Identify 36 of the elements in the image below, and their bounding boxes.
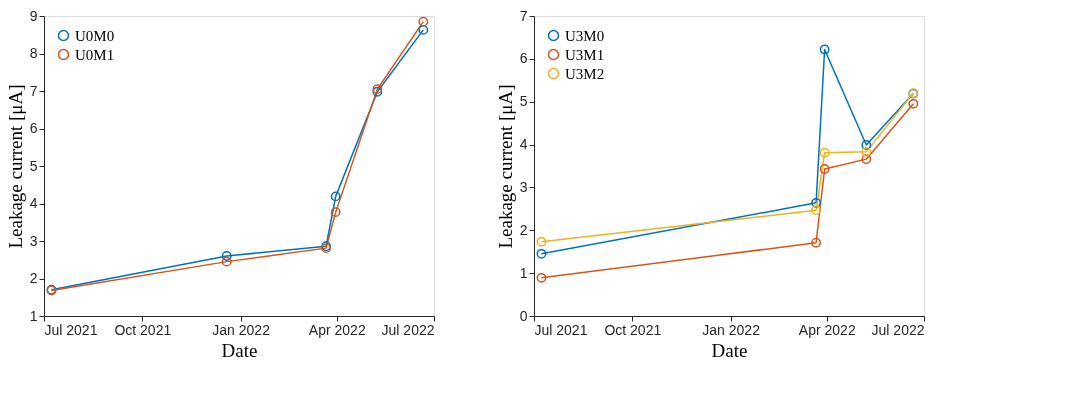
y-tick-label: 7: [519, 7, 528, 24]
x-tick-label: Jan 2022: [702, 321, 761, 338]
legend-label: U3M2: [565, 65, 605, 82]
x-tick-label: Jul 2022: [871, 321, 925, 338]
y-tick-label: 4: [519, 136, 528, 153]
x-tick-label: Apr 2022: [308, 321, 366, 338]
x-tick-label: Jan 2022: [212, 321, 271, 338]
legend-label: U3M1: [565, 46, 605, 63]
y-axis-title: Leakage current [μA]: [4, 84, 26, 249]
y-tick-label: 2: [29, 270, 38, 286]
y-tick-label: 8: [29, 45, 38, 61]
legend-label: U0M1: [75, 46, 115, 63]
y-tick-label: 6: [29, 120, 38, 136]
y-tick-label: 0: [519, 307, 528, 324]
y-tick-label: 6: [519, 50, 528, 67]
x-axis-title: Date: [221, 339, 258, 361]
y-tick-label: 7: [29, 82, 38, 99]
legend-label: U0M0: [75, 27, 115, 44]
x-tick-label: Apr 2022: [798, 321, 856, 338]
y-tick-label: 1: [519, 264, 528, 281]
x-tick-label: Jul 2022: [381, 321, 435, 338]
x-axis-title: Date: [711, 339, 748, 361]
x-tick-label: Oct 2021: [114, 321, 172, 338]
y-tick-label: 1: [29, 307, 38, 324]
x-tick-label: Oct 2021: [604, 321, 662, 338]
y-tick-label: 5: [519, 93, 528, 110]
y-tick-label: 9: [29, 7, 38, 24]
y-tick-label: 2: [519, 221, 528, 238]
legend-label: U3M0: [565, 27, 605, 44]
y-tick-label: 3: [519, 178, 528, 195]
x-tick-label: Jul 2021: [534, 321, 588, 338]
y-axis-title: Leakage current [μA]: [494, 84, 516, 249]
y-tick-label: 3: [29, 232, 38, 249]
y-tick-label: 5: [29, 157, 38, 174]
x-tick-label: Jul 2021: [44, 321, 98, 338]
y-tick-label: 4: [29, 195, 38, 211]
